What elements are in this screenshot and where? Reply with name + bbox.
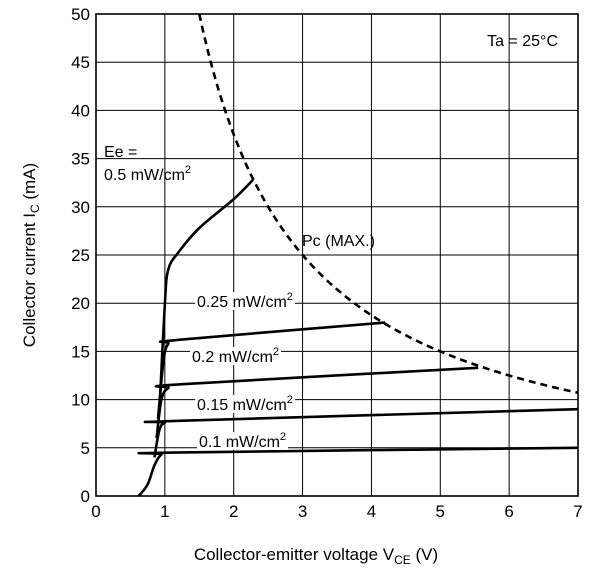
label-0-15-mw: 0.15 mW/cm2	[195, 394, 295, 414]
curve-0-5-mw	[158, 178, 254, 400]
label-0-5-mw: 0.5 mW/cm2	[104, 164, 191, 184]
y-tick-label: 20	[71, 294, 90, 313]
curve-0-2-mw	[154, 366, 479, 439]
y-tick-label: 5	[81, 439, 90, 458]
grid-lines	[95, 13, 579, 497]
x-tick-label: 2	[229, 502, 238, 521]
ic-vce-curves	[137, 178, 579, 497]
x-tick-label: 1	[160, 502, 169, 521]
x-axis-title: Collector-emitter voltage VCE (V)	[194, 545, 438, 567]
svg-text:0.1 mW/cm2: 0.1 mW/cm2	[199, 431, 286, 451]
temperature-condition-label: Ta = 25°C	[487, 33, 558, 50]
label-pc-max: Pc (MAX.)	[302, 233, 375, 250]
pc-max-curve-group	[198, 13, 579, 394]
x-tick-label: 7	[573, 502, 582, 521]
pc-max-curve	[198, 13, 579, 394]
label-0-25-mw: 0.25 mW/cm2	[195, 291, 295, 311]
y-tick-label: 15	[71, 342, 90, 361]
x-tick-label: 5	[436, 502, 445, 521]
y-tick-label: 25	[71, 246, 90, 265]
svg-text:0.25 mW/cm2: 0.25 mW/cm2	[197, 291, 293, 311]
y-tick-label: 10	[71, 391, 90, 410]
y-axis-title: Collector current IC (mA)	[20, 163, 42, 347]
svg-text:0.2 mW/cm2: 0.2 mW/cm2	[192, 346, 279, 366]
y-tick-label: 0	[81, 487, 90, 506]
curve-0-1-mw	[137, 446, 579, 497]
series-labels: 0.1 mW/cm2 0.15 mW/cm2 0.2 mW/cm2 0.25 mW/c…	[104, 144, 375, 451]
y-tick-label: 30	[71, 198, 90, 217]
y-tick-label: 35	[71, 150, 90, 169]
label-0-2-mw: 0.2 mW/cm2	[190, 346, 282, 366]
x-tick-label: 3	[298, 502, 307, 521]
y-tick-label: 50	[71, 5, 90, 24]
y-tick-label: 40	[71, 101, 90, 120]
curve-0-15-mw	[143, 407, 579, 458]
svg-text:0.5 mW/cm2: 0.5 mW/cm2	[104, 164, 191, 184]
x-tick-label: 4	[367, 502, 376, 521]
label-ee-prefix: Ee =	[104, 144, 137, 161]
label-0-1-mw: 0.1 mW/cm2	[197, 431, 289, 451]
svg-text:0.15 mW/cm2: 0.15 mW/cm2	[197, 394, 293, 414]
x-tick-label: 0	[91, 502, 100, 521]
y-tick-label: 45	[71, 53, 90, 72]
plot-frame	[95, 13, 579, 497]
x-tick-label: 6	[504, 502, 513, 521]
